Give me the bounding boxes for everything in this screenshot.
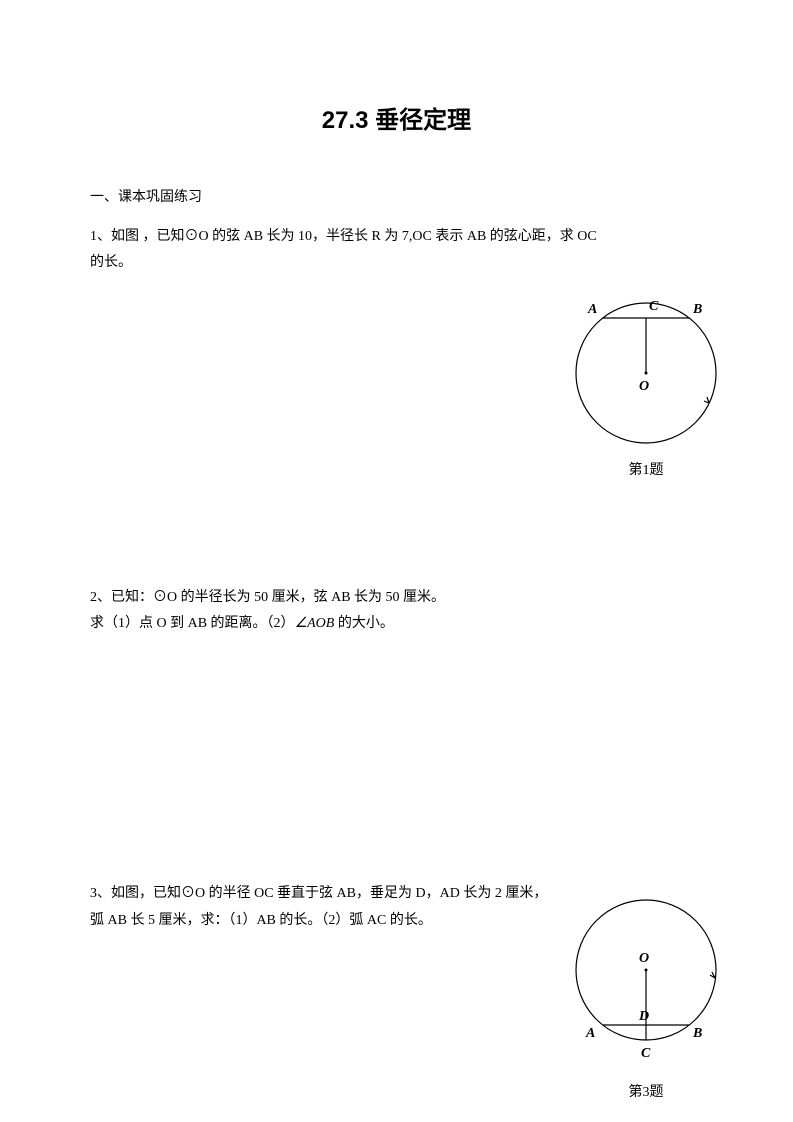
figure-1-caption: 第1题 (561, 459, 731, 479)
figure-1-svg: A B C O (561, 278, 731, 448)
figure-3: O D A B C 第3题 (561, 890, 731, 1101)
label-b: B (692, 1026, 702, 1041)
problem-3-line1: 3、如图，已知⊙O 的半径 OC 垂直于弦 AB，垂足为 D，AD 长为 2 厘… (90, 886, 547, 901)
center-dot (645, 372, 648, 375)
center-dot (645, 969, 648, 972)
label-d: D (638, 1009, 649, 1024)
problem-2-line2: 求（1）点 O 到 AB 的距离。（2）∠AOB 的大小。 (90, 616, 394, 631)
arrow-tick (704, 397, 709, 403)
label-o: O (639, 379, 649, 394)
label-o: O (639, 951, 649, 966)
label-c: C (641, 1046, 651, 1061)
problem-3-line2: 弧 AB 长 5 厘米，求：（1）AB 的长。（2）弧 AC 的长。 (90, 913, 432, 928)
problem-1: 1、如图 ，已知⊙O 的弦 AB 长为 10，半径长 R 为 7,OC 表示 A… (90, 224, 703, 277)
section-heading: 一、课本巩固练习 (90, 185, 703, 212)
problem-1-line2: 的长。 (90, 255, 132, 270)
problem-1-line1: 1、如图 ，已知⊙O 的弦 AB 长为 10，半径长 R 为 7,OC 表示 A… (90, 229, 597, 244)
page-title: 27.3 垂径定理 (90, 100, 703, 135)
spacer (90, 656, 703, 881)
arrow-tick (710, 972, 715, 978)
figure-3-caption: 第3题 (561, 1081, 731, 1101)
label-b: B (692, 302, 702, 317)
problem-2: 2、已知：⊙O 的半径长为 50 厘米，弦 AB 长为 50 厘米。 求（1）点… (90, 585, 703, 638)
label-a: A (587, 302, 597, 317)
figure-3-svg: O D A B C (561, 890, 731, 1070)
label-c: C (649, 299, 659, 314)
page: 27.3 垂径定理 一、课本巩固练习 1、如图 ，已知⊙O 的弦 AB 长为 1… (0, 0, 793, 1122)
problem-2-line1: 2、已知：⊙O 的半径长为 50 厘米，弦 AB 长为 50 厘米。 (90, 590, 445, 605)
figure-1: A B C O 第1题 (561, 278, 731, 479)
label-a: A (585, 1026, 595, 1041)
